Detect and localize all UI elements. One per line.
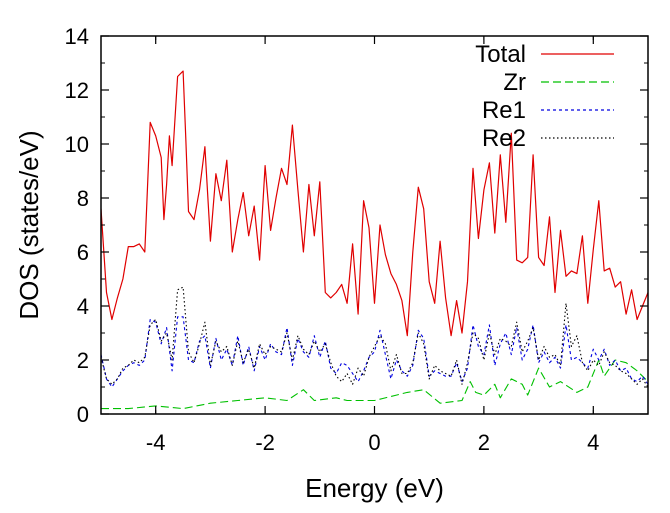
legend-label-re2: Re2 — [482, 125, 526, 152]
y-tick-label: 4 — [77, 294, 89, 319]
y-tick-label: 14 — [65, 24, 89, 49]
y-tick-label: 8 — [77, 186, 89, 211]
legend-label-re1: Re1 — [482, 97, 526, 124]
x-tick-label: 2 — [478, 430, 490, 455]
x-tick-label: -2 — [255, 430, 275, 455]
legend-label-total: Total — [475, 41, 526, 68]
x-tick-label: 4 — [587, 430, 599, 455]
series-line-re1 — [101, 316, 648, 388]
y-tick-label: 0 — [77, 402, 89, 427]
x-axis-title: Energy (eV) — [305, 473, 444, 503]
y-tick-label: 2 — [77, 348, 89, 373]
x-tick-label: -4 — [146, 430, 166, 455]
y-axis-title: DOS (states/eV) — [14, 130, 44, 319]
axes-layer: -4 -2 0 2 4 0 2 4 6 8 10 12 14 Energy (eV) DOS (states… — [14, 24, 649, 503]
series-line-total — [101, 70, 648, 337]
y-tick-label: 10 — [65, 132, 89, 157]
series-layer — [101, 70, 648, 410]
x-tick-label: 0 — [368, 430, 380, 455]
series-line-zr — [101, 359, 648, 410]
y-tick-label: 12 — [65, 78, 89, 103]
plot-frame — [100, 35, 649, 415]
legend-label-zr: Zr — [503, 69, 526, 96]
y-tick-label: 6 — [77, 240, 89, 265]
